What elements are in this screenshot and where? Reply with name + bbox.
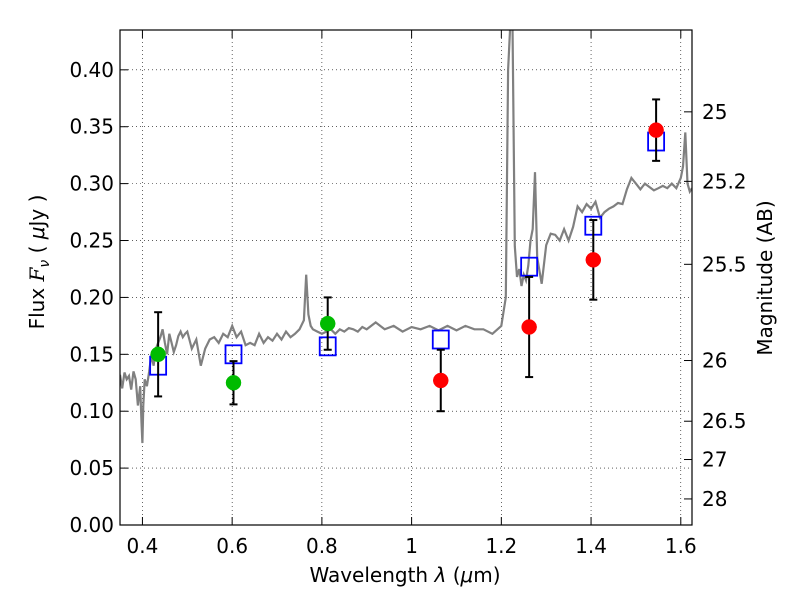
observed-point-green: [225, 375, 242, 391]
y2-tick-label: 25: [702, 100, 727, 124]
synthetic-point: [431, 329, 450, 350]
x-tick-label: 1.2: [485, 534, 517, 558]
x-tick-label: 0.4: [127, 534, 159, 558]
synthetic-point: [520, 256, 539, 277]
y-tick-label: 0.10: [69, 399, 114, 423]
y-tick-label: 0.35: [69, 115, 114, 139]
y-tick-label: 0.25: [69, 229, 114, 253]
observed-point-green: [319, 315, 336, 332]
y2-tick-label: 28: [702, 487, 727, 511]
y2-tick-label: 25.2: [702, 169, 747, 193]
y-tick-label: 0.40: [69, 58, 114, 82]
y-axis-title: Flux Fν ( μJy ): [25, 195, 53, 330]
x-tick-label: 1.6: [665, 534, 697, 558]
x-tick-label: 1: [405, 534, 418, 558]
x-tick-label: 1.4: [575, 534, 607, 558]
y-tick-label: 0.30: [69, 172, 114, 196]
y2-tick-label: 27: [702, 448, 727, 472]
y2-tick-label: 26.5: [702, 409, 747, 433]
observed-point-green: [150, 346, 166, 363]
observed-point-red: [648, 122, 664, 138]
x-axis-title: Wavelength λ (μm): [309, 563, 500, 587]
y2-tick-label: 25.5: [702, 252, 747, 276]
axis-ticks: 0.4 0.6 0.8 1 1.2 1.4 1.6 0.00 0.05 0.10 0.15 0.20 0…: [69, 30, 747, 558]
x-tick-label: 0.6: [216, 534, 248, 558]
observed-point-red: [585, 252, 602, 268]
y-tick-label: 0.15: [69, 342, 114, 366]
grid: [120, 30, 692, 526]
observed-point-red: [521, 319, 537, 335]
model-sed-line: [120, 30, 692, 444]
y-tick-label: 0.20: [69, 285, 114, 309]
observed-point-red: [433, 372, 449, 389]
x-tick-label: 0.8: [306, 534, 338, 558]
y-tick-label: 0.00: [69, 513, 114, 537]
y2-axis-title: Magnitude (AB): [753, 200, 777, 355]
plot-frame: [119, 29, 693, 526]
y-tick-label: 0.05: [69, 456, 114, 480]
y2-tick-label: 26: [702, 349, 727, 373]
plot-series: [120, 30, 692, 444]
